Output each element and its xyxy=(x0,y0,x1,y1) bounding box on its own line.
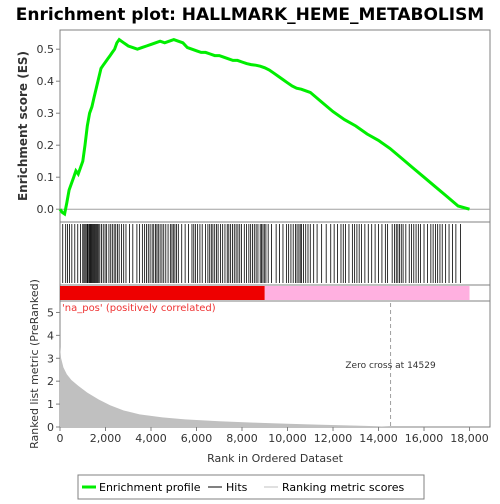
enrichment-profile-line xyxy=(58,37,470,217)
metric-y-tick-label: 3 xyxy=(47,352,54,365)
es-y-tick-label: 0.1 xyxy=(37,171,55,184)
es-y-tick-label: 0.5 xyxy=(37,43,55,56)
es-y-axis-label: Enrichment score (ES) xyxy=(16,51,30,201)
legend-enrichment-label: Enrichment profile xyxy=(99,481,201,494)
ranking-bar-red-segment xyxy=(60,286,265,300)
x-tick-label: 10,000 xyxy=(268,432,307,445)
es-y-ticks: 0.0 0.1 0.2 0.3 0.4 0.5 xyxy=(37,43,60,216)
legend-metric-label: Ranking metric scores xyxy=(282,481,404,494)
metric-panel-frame xyxy=(59,300,491,428)
x-ticks: 0 2,000 4,000 6,000 8,000 10,000 12,000 14,000 1… xyxy=(57,427,489,445)
es-y-tick-label: 0.2 xyxy=(37,139,55,152)
es-y-tick-label: 0.0 xyxy=(37,203,55,216)
x-tick-label: 6,000 xyxy=(181,432,213,445)
x-tick-label: 8,000 xyxy=(226,432,258,445)
metric-y-tick-label: 0 xyxy=(47,421,54,434)
x-tick-label: 0 xyxy=(57,432,64,445)
x-tick-label: 16,000 xyxy=(405,432,444,445)
metric-y-tick-label: 5 xyxy=(47,306,54,319)
es-panel-frame xyxy=(59,29,491,223)
es-y-tick-label: 0.4 xyxy=(37,75,55,88)
x-tick-label: 14,000 xyxy=(359,432,398,445)
positive-correlated-label: 'na_pos' (positively correlated) xyxy=(62,303,216,314)
legend: Enrichment profile Hits Ranking metric s… xyxy=(77,474,425,500)
zero-cross-label: Zero cross at 14529 xyxy=(345,361,436,371)
metric-y-tick-label: 1 xyxy=(47,398,54,411)
es-panel: 0.0 0.1 0.2 0.3 0.4 0.5 Enrichment score (ES) xyxy=(16,29,491,223)
legend-frame xyxy=(77,474,425,500)
x-tick-label: 18,000 xyxy=(450,432,489,445)
es-y-tick-label: 0.3 xyxy=(37,107,55,120)
legend-hits-label: Hits xyxy=(226,481,248,494)
metric-panel: Zero cross at 14529 'na_pos' (positively… xyxy=(28,279,491,449)
x-tick-label: 2,000 xyxy=(90,432,122,445)
hits-group xyxy=(62,224,461,283)
hits-panel-frame xyxy=(59,221,491,286)
x-tick-label: 12,000 xyxy=(314,432,353,445)
ranking-metric-area xyxy=(60,346,391,427)
x-tick-label: 4,000 xyxy=(135,432,167,445)
hits-panel xyxy=(59,221,491,286)
chart-title: Enrichment plot: HALLMARK_HEME_METABOLIS… xyxy=(16,5,484,25)
x-axis-label: Rank in Ordered Dataset xyxy=(207,452,344,465)
metric-y-tick-label: 4 xyxy=(47,329,54,342)
ranking-bar-pink-segment xyxy=(264,286,470,300)
metric-y-axis-label: Ranked list metric (PreRanked) xyxy=(28,279,41,449)
ranking-bar xyxy=(59,284,491,302)
metric-y-ticks: 0 1 2 3 4 5 xyxy=(47,306,60,434)
metric-y-tick-label: 2 xyxy=(47,375,54,388)
